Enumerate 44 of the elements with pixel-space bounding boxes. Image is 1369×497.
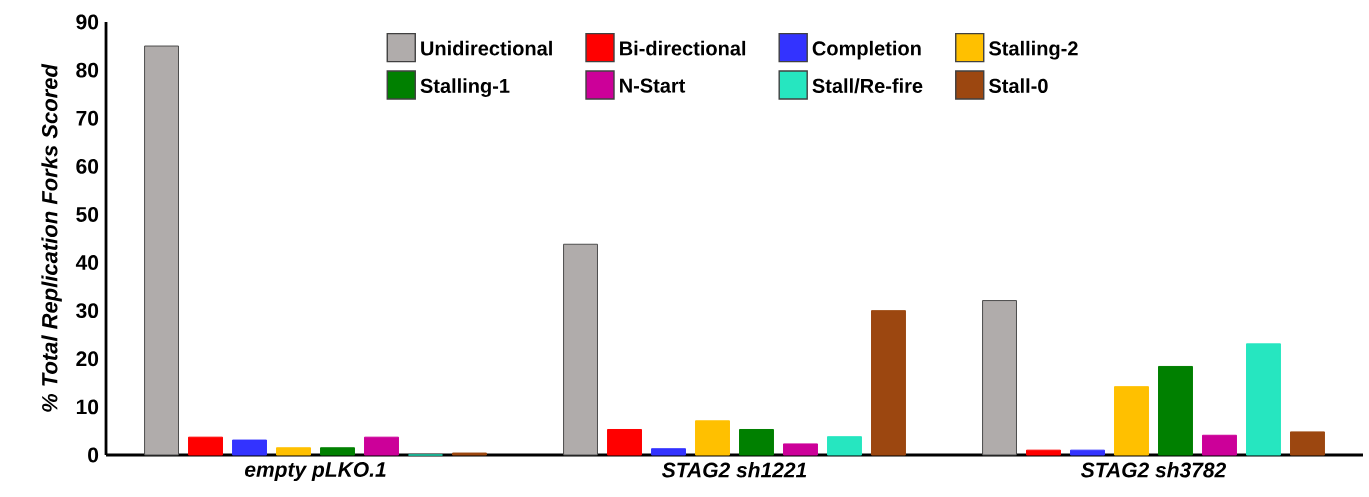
y-tick-label: 0 — [88, 447, 99, 463]
bar — [1026, 449, 1061, 456]
bar — [320, 447, 355, 456]
bar — [607, 428, 642, 456]
x-tick-label: STAG2 sh1221 — [662, 462, 807, 478]
bar — [695, 420, 730, 456]
x-tick-label: empty pLKO.1 — [245, 462, 386, 482]
bar — [144, 45, 179, 456]
legend-label: Stall/Re-fire — [812, 78, 923, 94]
y-tick-label: 60 — [76, 158, 99, 174]
legend-label: Completion — [812, 40, 921, 60]
bar — [364, 436, 399, 456]
bar — [1114, 386, 1149, 456]
bar — [783, 443, 818, 456]
bar — [982, 300, 1017, 456]
y-tick-label: 20 — [76, 351, 99, 367]
y-tick-label: 30 — [76, 303, 99, 319]
y-tick-label: 90 — [76, 14, 99, 30]
y-tick-label: 40 — [75, 255, 99, 270]
bar — [1202, 434, 1237, 456]
legend-label: Bi-directional — [620, 40, 746, 56]
bar — [1246, 343, 1281, 456]
legend-label: N-Start — [620, 78, 686, 93]
bar — [1070, 449, 1105, 456]
y-tick-label: 70 — [76, 110, 99, 126]
bar — [1290, 431, 1325, 456]
x-tick-label: STAG2 sh3782 — [1080, 462, 1226, 478]
bar — [188, 436, 223, 456]
legend-label: Stalling-2 — [989, 40, 1078, 60]
bar — [276, 447, 311, 456]
legend-label: Unidirectional — [421, 40, 552, 56]
bar — [232, 439, 267, 456]
y-tick-label: 80 — [76, 62, 99, 78]
bar — [827, 436, 862, 456]
legend-label: Stalling-1 — [420, 78, 510, 98]
legend-label: Stall-0 — [989, 78, 1048, 93]
y-tick-label: 50 — [76, 207, 99, 222]
bar — [871, 310, 906, 456]
bar — [651, 448, 686, 456]
y-axis-title: % Total Replication Forks Scored — [41, 63, 62, 412]
bar — [1158, 365, 1193, 456]
bar — [563, 243, 598, 456]
y-tick-label: 10 — [76, 399, 99, 415]
bar — [739, 428, 774, 456]
